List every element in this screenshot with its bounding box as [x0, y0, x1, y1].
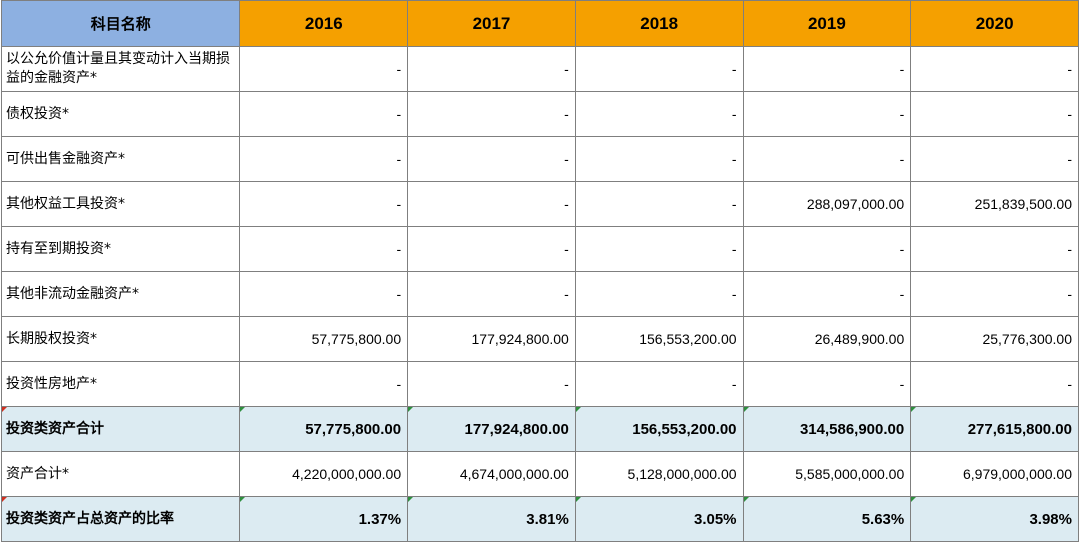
table-cell[interactable]: -: [239, 361, 409, 407]
table-cell[interactable]: -: [742, 91, 912, 137]
header-year-2016[interactable]: 2016: [239, 0, 409, 47]
row-label[interactable]: 资产合计*: [0, 451, 241, 497]
table-row: 可供出售金融资产* - - - - -: [0, 136, 1079, 182]
table-cell[interactable]: 1.37%: [239, 496, 409, 542]
table-row: 长期股权投资* 57,775,800.00 177,924,800.00 156…: [0, 316, 1079, 362]
header-year-2017[interactable]: 2017: [407, 0, 576, 47]
table-cell[interactable]: -: [407, 91, 576, 137]
row-label[interactable]: 持有至到期投资*: [0, 226, 241, 272]
table-cell[interactable]: 6,979,000,000.00: [910, 451, 1079, 497]
table-cell[interactable]: -: [910, 361, 1079, 407]
table-row: 以公允价值计量且其变动计入当期损益的金融资产* - - - - -: [0, 46, 1079, 92]
header-year-2020[interactable]: 2020: [910, 0, 1079, 47]
table-cell[interactable]: -: [407, 181, 576, 227]
summary-row-investment-total: 投资类资产合计 57,775,800.00 177,924,800.00 156…: [0, 406, 1079, 452]
table-cell[interactable]: 5,128,000,000.00: [574, 451, 744, 497]
table-cell[interactable]: 177,924,800.00: [407, 316, 576, 362]
table-row: 其他权益工具投资* - - - 288,097,000.00 251,839,5…: [0, 181, 1079, 227]
table-cell[interactable]: -: [239, 181, 409, 227]
table-cell[interactable]: 314,586,900.00: [742, 406, 912, 452]
table-cell[interactable]: -: [910, 91, 1079, 137]
header-row: 科目名称 2016 2017 2018 2019 2020: [0, 0, 1079, 47]
table-cell[interactable]: -: [407, 226, 576, 272]
table-cell[interactable]: -: [574, 136, 744, 182]
table-cell[interactable]: 288,097,000.00: [742, 181, 912, 227]
table-cell[interactable]: -: [407, 136, 576, 182]
table-cell[interactable]: 4,674,000,000.00: [407, 451, 576, 497]
table-cell[interactable]: -: [239, 271, 409, 317]
table-cell[interactable]: 3.05%: [574, 496, 744, 542]
row-label[interactable]: 可供出售金融资产*: [0, 136, 241, 182]
table-cell[interactable]: 3.81%: [407, 496, 576, 542]
table-row: 资产合计* 4,220,000,000.00 4,674,000,000.00 …: [0, 451, 1079, 497]
table-cell[interactable]: 5,585,000,000.00: [742, 451, 912, 497]
row-label[interactable]: 债权投资*: [0, 91, 241, 137]
table-cell[interactable]: -: [239, 46, 409, 92]
table-cell[interactable]: -: [574, 46, 744, 92]
table-cell[interactable]: -: [239, 226, 409, 272]
row-label[interactable]: 其他权益工具投资*: [0, 181, 241, 227]
table-cell[interactable]: 57,775,800.00: [239, 406, 409, 452]
table-cell[interactable]: 5.63%: [742, 496, 912, 542]
row-label[interactable]: 长期股权投资*: [0, 316, 241, 362]
table-cell[interactable]: -: [407, 361, 576, 407]
table-cell[interactable]: 177,924,800.00: [407, 406, 576, 452]
table-cell[interactable]: -: [574, 91, 744, 137]
table-row: 债权投资* - - - - -: [0, 91, 1079, 137]
table-cell[interactable]: -: [239, 91, 409, 137]
row-label[interactable]: 其他非流动金融资产*: [0, 271, 241, 317]
table-cell[interactable]: 156,553,200.00: [574, 316, 744, 362]
table-cell[interactable]: -: [910, 46, 1079, 92]
row-label[interactable]: 投资性房地产*: [0, 361, 241, 407]
table-cell[interactable]: 4,220,000,000.00: [239, 451, 409, 497]
table-cell[interactable]: -: [910, 226, 1079, 272]
summary-row-ratio: 投资类资产占总资产的比率 1.37% 3.81% 3.05% 5.63% 3.9…: [0, 496, 1079, 542]
table-cell[interactable]: -: [742, 136, 912, 182]
table-row: 持有至到期投资* - - - - -: [0, 226, 1079, 272]
table-cell[interactable]: -: [574, 361, 744, 407]
table-cell[interactable]: -: [742, 271, 912, 317]
table-cell[interactable]: 156,553,200.00: [574, 406, 744, 452]
table-cell[interactable]: -: [574, 271, 744, 317]
row-label[interactable]: 以公允价值计量且其变动计入当期损益的金融资产*: [0, 46, 241, 92]
table-cell[interactable]: -: [574, 226, 744, 272]
table-cell[interactable]: 3.98%: [910, 496, 1079, 542]
table-row: 其他非流动金融资产* - - - - -: [0, 271, 1079, 317]
table-row: 投资性房地产* - - - - -: [0, 361, 1079, 407]
table-cell[interactable]: 25,776,300.00: [910, 316, 1079, 362]
table-cell[interactable]: -: [574, 181, 744, 227]
table-cell[interactable]: -: [742, 226, 912, 272]
row-label[interactable]: 投资类资产占总资产的比率: [0, 496, 241, 542]
header-year-2019[interactable]: 2019: [742, 0, 912, 47]
table-cell[interactable]: -: [239, 136, 409, 182]
table-cell[interactable]: -: [742, 361, 912, 407]
table-cell[interactable]: -: [742, 46, 912, 92]
table-cell[interactable]: -: [407, 46, 576, 92]
row-label[interactable]: 投资类资产合计: [0, 406, 241, 452]
table-cell[interactable]: -: [910, 271, 1079, 317]
table-cell[interactable]: -: [910, 136, 1079, 182]
table-cell[interactable]: 277,615,800.00: [910, 406, 1079, 452]
table-cell[interactable]: 57,775,800.00: [239, 316, 409, 362]
table-cell[interactable]: 26,489,900.00: [742, 316, 912, 362]
table-cell[interactable]: 251,839,500.00: [910, 181, 1079, 227]
table-cell[interactable]: -: [407, 271, 576, 317]
header-year-2018[interactable]: 2018: [574, 0, 744, 47]
header-item-name[interactable]: 科目名称: [0, 0, 241, 47]
